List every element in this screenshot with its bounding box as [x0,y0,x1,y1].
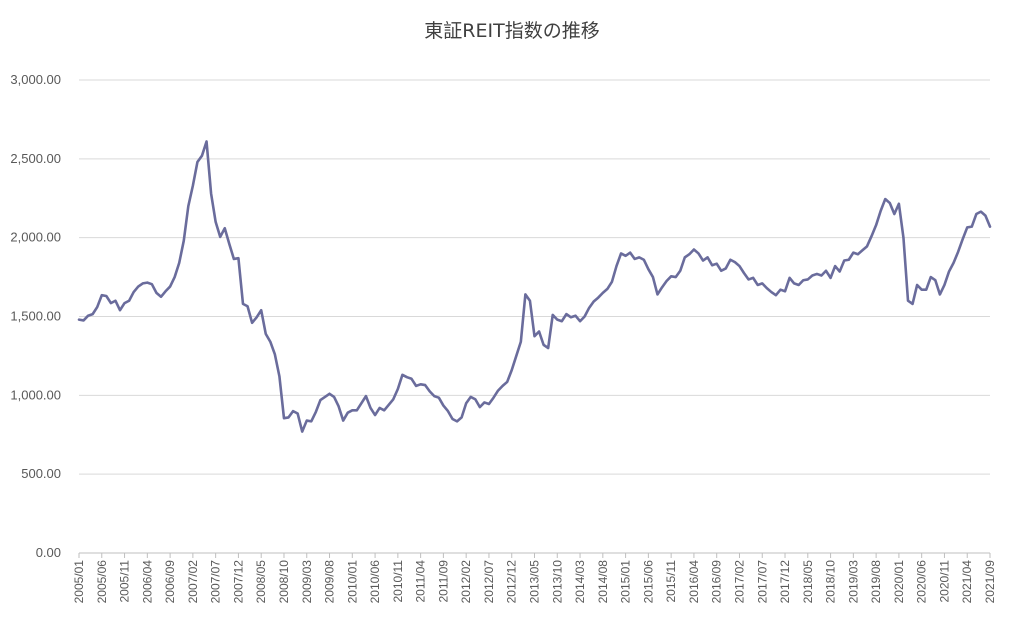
x-tick-label: 2018/10 [824,560,838,604]
x-tick-label: 2006/09 [163,560,177,604]
x-tick-label: 2011/09 [436,560,450,603]
x-tick-label: 2018/05 [801,560,815,604]
x-axis-tick-labels: 2005/01 2005/06 2005/11 2006/04 2006/09 2007/… [72,553,997,603]
x-tick-label: 2021/04 [960,560,974,604]
x-tick-label: 2015/11 [664,560,678,603]
x-tick-label: 2010/06 [368,560,382,604]
x-tick-label: 2021/09 [983,560,997,604]
x-tick-label: 2005/11 [118,560,132,603]
x-tick-label: 2017/12 [778,560,792,604]
x-tick-label: 2013/05 [528,560,542,604]
y-tick-label: 1,500.00 [10,309,61,324]
x-tick-label: 2007/07 [209,560,223,604]
x-tick-label: 2008/05 [254,560,268,604]
x-tick-label: 2008/10 [277,560,291,604]
x-tick-label: 2020/01 [892,560,906,604]
x-tick-label: 2016/04 [687,560,701,604]
x-tick-label: 2017/07 [755,560,769,604]
x-tick-label: 2015/01 [619,560,633,604]
chart-title: 東証REIT指数の推移 [424,20,599,42]
x-tick-label: 2020/11 [937,560,951,603]
y-tick-label: 1,000.00 [10,387,61,402]
x-tick-label: 2015/06 [641,560,655,604]
x-tick-label: 2019/08 [869,560,883,604]
y-tick-label: 2,000.00 [10,230,61,245]
x-tick-label: 2012/07 [482,560,496,604]
x-tick-label: 2020/06 [915,560,929,604]
x-tick-label: 2019/03 [846,560,860,604]
x-tick-label: 2011/04 [414,560,428,603]
x-tick-label: 2005/01 [72,560,86,604]
y-tick-label: 500.00 [21,466,61,481]
series-line [77,140,992,433]
x-tick-label: 2012/12 [505,560,519,604]
x-tick-label: 2012/02 [459,560,473,604]
x-tick-label: 2016/09 [710,560,724,604]
x-tick-label: 2005/06 [95,560,109,604]
gridlines [79,79,990,554]
x-tick-label: 2013/10 [550,560,564,604]
y-tick-label: 3,000.00 [10,72,61,87]
x-tick-label: 2007/02 [186,560,200,604]
x-tick-label: 2010/01 [345,560,359,604]
x-tick-label: 2017/02 [732,560,746,604]
y-tick-label: 2,500.00 [10,151,61,166]
x-tick-label: 2007/12 [231,560,245,604]
x-tick-label: 2006/04 [140,560,154,604]
y-tick-label: 0.00 [36,545,61,560]
x-tick-label: 2009/03 [300,560,314,604]
x-tick-label: 2010/11 [391,560,405,603]
x-tick-label: 2014/03 [573,560,587,604]
x-tick-label: 2014/08 [596,560,610,604]
series-layer [77,140,992,433]
y-axis-tick-labels: 0.00 500.00 1,000.00 1,500.00 2,000.00 2,500.… [10,72,61,560]
x-tick-label: 2009/08 [323,560,337,604]
